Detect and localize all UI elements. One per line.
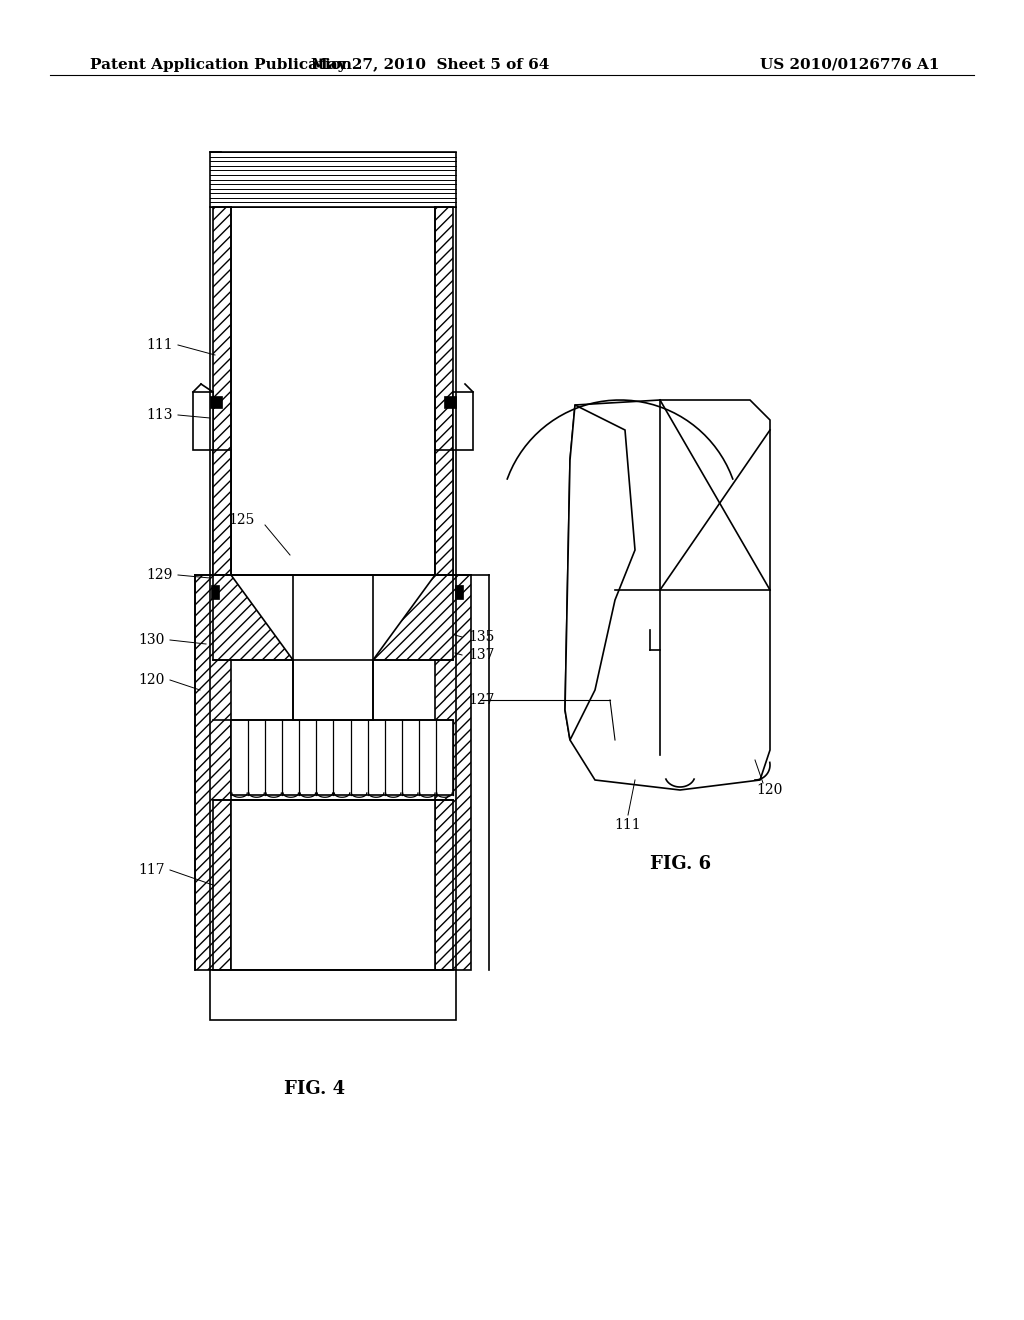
- Bar: [210, 396, 222, 408]
- Text: 120: 120: [138, 673, 165, 686]
- Text: 137: 137: [468, 648, 495, 663]
- Text: May 27, 2010  Sheet 5 of 64: May 27, 2010 Sheet 5 of 64: [311, 58, 549, 73]
- Text: 113: 113: [146, 408, 173, 422]
- Text: 117: 117: [138, 863, 165, 876]
- Bar: [435, 207, 453, 576]
- Text: 111: 111: [146, 338, 173, 352]
- Text: 129: 129: [146, 568, 173, 582]
- Bar: [444, 396, 456, 408]
- Bar: [453, 392, 473, 450]
- Text: 111: 111: [614, 818, 641, 832]
- Bar: [213, 800, 231, 970]
- Bar: [210, 970, 456, 1020]
- Polygon shape: [213, 576, 293, 660]
- Polygon shape: [565, 400, 770, 789]
- Bar: [435, 450, 453, 576]
- Polygon shape: [373, 576, 453, 660]
- Text: Patent Application Publication: Patent Application Publication: [90, 58, 352, 73]
- Bar: [231, 719, 453, 795]
- Bar: [231, 800, 435, 970]
- Text: 135: 135: [468, 630, 495, 644]
- Text: FIG. 4: FIG. 4: [285, 1080, 345, 1098]
- Text: US 2010/0126776 A1: US 2010/0126776 A1: [761, 58, 940, 73]
- Bar: [213, 207, 231, 576]
- Bar: [435, 800, 453, 970]
- Bar: [211, 585, 219, 599]
- Bar: [455, 585, 463, 599]
- Bar: [293, 660, 373, 719]
- Text: 120: 120: [757, 783, 783, 797]
- Bar: [435, 576, 471, 970]
- Bar: [231, 207, 435, 576]
- Bar: [193, 392, 213, 450]
- Bar: [213, 450, 231, 576]
- Text: 130: 130: [138, 634, 165, 647]
- Text: 125: 125: [228, 513, 255, 527]
- Bar: [210, 152, 456, 207]
- Bar: [195, 576, 231, 970]
- Polygon shape: [565, 405, 635, 741]
- Text: FIG. 6: FIG. 6: [650, 855, 711, 873]
- Text: 127: 127: [468, 693, 495, 708]
